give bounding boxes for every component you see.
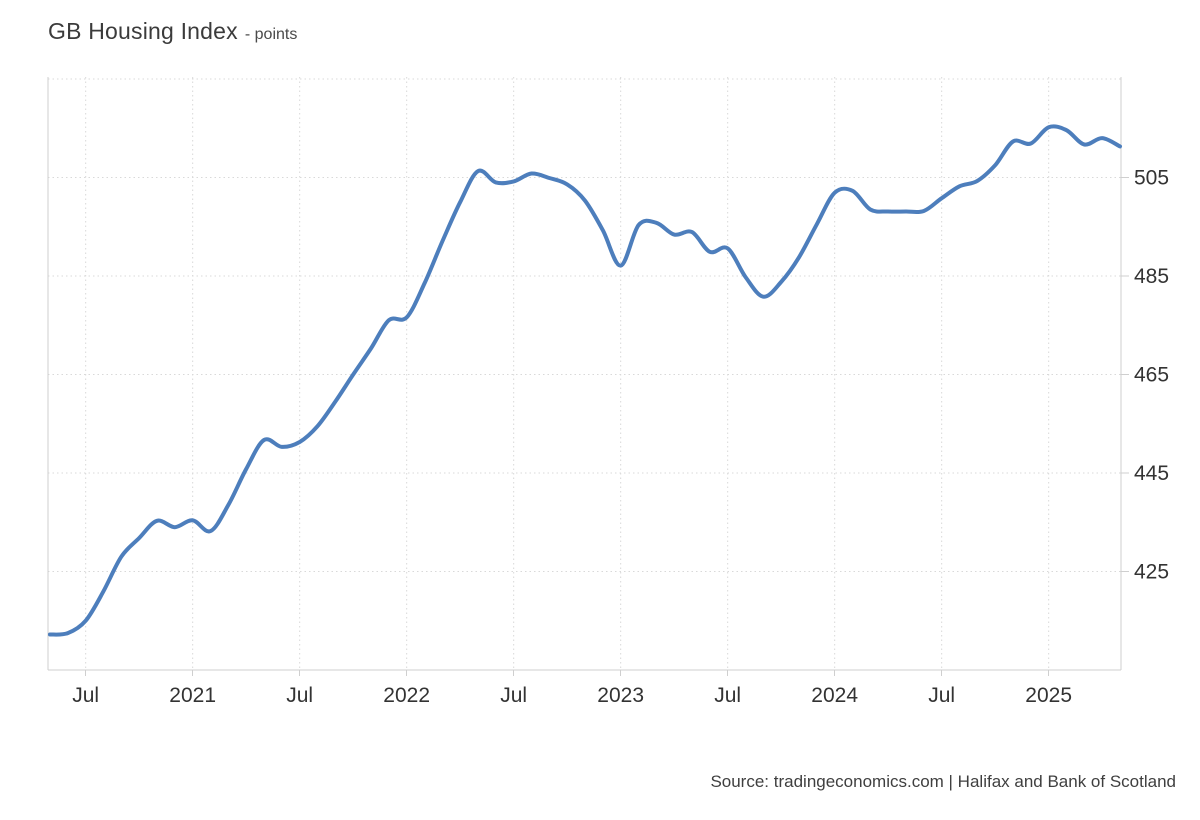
y-tick-label: 485 <box>1134 265 1169 288</box>
x-tick-label: Jul <box>928 684 955 707</box>
x-tick-label: 2021 <box>169 684 216 707</box>
y-tick-label: 425 <box>1134 560 1169 583</box>
source-text: Source: tradingeconomics.com | Halifax a… <box>710 772 1176 791</box>
y-tick-label: 465 <box>1134 363 1169 386</box>
x-tick-label: 2023 <box>597 684 644 707</box>
x-tick-label: 2024 <box>811 684 858 707</box>
x-tick-label: Jul <box>500 684 527 707</box>
x-tick-label: Jul <box>72 684 99 707</box>
y-tick-label: 445 <box>1134 462 1169 485</box>
x-tick-label: 2022 <box>383 684 430 707</box>
chart-subtitle: - points <box>244 26 298 43</box>
chart-title: GB Housing Index <box>48 18 238 44</box>
x-tick-label: 2025 <box>1025 684 1072 707</box>
x-tick-label: Jul <box>286 684 313 707</box>
y-tick-label: 505 <box>1134 166 1169 189</box>
x-tick-label: Jul <box>714 684 741 707</box>
chart-header: GB Housing Index - points <box>48 18 297 45</box>
series-line[interactable] <box>48 124 1122 637</box>
